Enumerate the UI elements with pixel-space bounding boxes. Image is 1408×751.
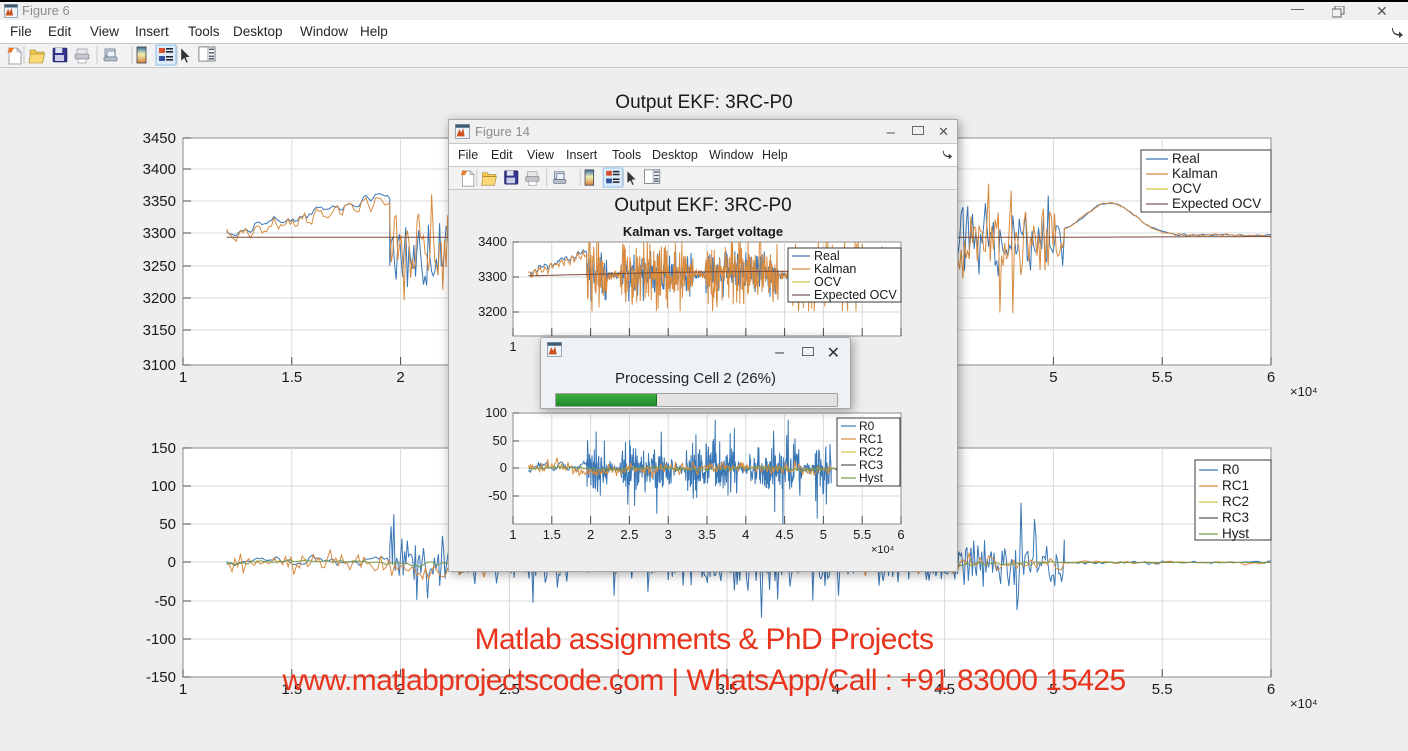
svg-text:0: 0 xyxy=(500,460,507,475)
svg-text:RC2: RC2 xyxy=(859,445,883,459)
svg-text:1: 1 xyxy=(509,527,516,542)
svg-text:RC1: RC1 xyxy=(859,432,883,446)
svg-text:R0: R0 xyxy=(859,419,875,433)
svg-text:5: 5 xyxy=(820,527,827,542)
svg-text:3: 3 xyxy=(665,527,672,542)
svg-text:2.5: 2.5 xyxy=(620,527,638,542)
svg-text:100: 100 xyxy=(485,405,507,420)
svg-text:5.5: 5.5 xyxy=(853,527,871,542)
svg-text:-50: -50 xyxy=(488,488,507,503)
svg-text:2: 2 xyxy=(587,527,594,542)
svg-text:1.5: 1.5 xyxy=(543,527,561,542)
svg-text:3.5: 3.5 xyxy=(698,527,716,542)
svg-text:RC3: RC3 xyxy=(859,458,883,472)
svg-text:Hyst: Hyst xyxy=(859,471,884,485)
svg-text:50: 50 xyxy=(493,433,507,448)
svg-text:4: 4 xyxy=(742,527,749,542)
svg-text:×10⁴: ×10⁴ xyxy=(871,544,895,556)
svg-text:6: 6 xyxy=(897,527,904,542)
svg-text:4.5: 4.5 xyxy=(776,527,794,542)
